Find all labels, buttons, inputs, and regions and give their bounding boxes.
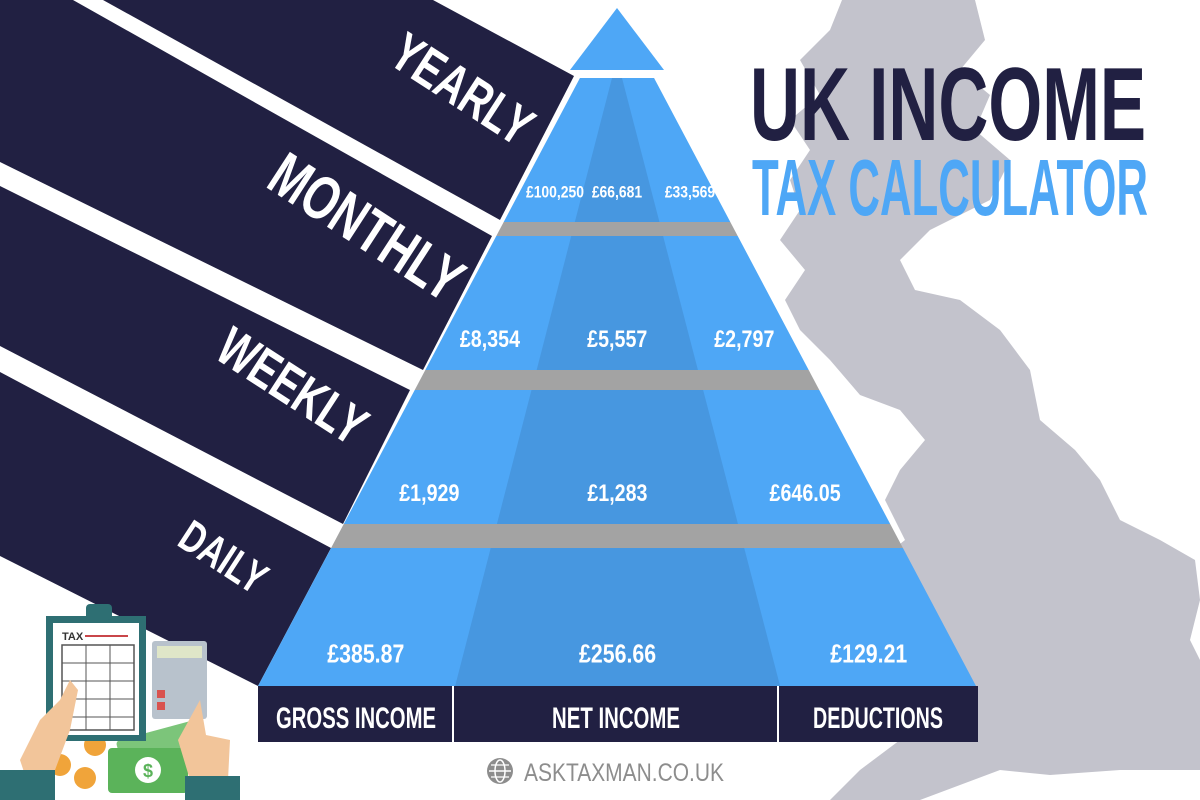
tier-ledge	[496, 222, 738, 236]
uk-map	[780, 0, 1200, 800]
value-deductions-weekly: £646.05	[770, 479, 841, 506]
value-net-daily: £256.66	[579, 640, 656, 670]
value-gross-yearly: £100,250	[526, 183, 584, 202]
tier-net-section	[455, 548, 781, 686]
value-deductions-daily: £129.21	[830, 640, 907, 670]
title-line1: UK INCOME	[750, 47, 1146, 163]
column-header-gross: GROSS INCOME	[276, 702, 436, 735]
value-deductions-yearly: £33,569	[665, 183, 716, 202]
column-header-bar	[258, 686, 978, 742]
pyramid-apex	[570, 8, 664, 70]
band-weekly	[0, 186, 410, 524]
value-gross-daily: £385.87	[327, 640, 404, 670]
svg-text:TAX: TAX	[62, 631, 84, 643]
column-header-deductions: DEDUCTIONS	[813, 702, 943, 735]
tier-net-section	[574, 78, 660, 222]
band-daily	[0, 372, 331, 686]
value-deductions-monthly: £2,797	[714, 325, 774, 352]
value-gross-monthly: £8,354	[460, 325, 521, 352]
tax-illustration: $ TAX	[0, 604, 240, 800]
calculator-icon	[152, 641, 207, 719]
value-net-yearly: £66,681	[592, 183, 643, 202]
value-net-weekly: £1,283	[587, 479, 647, 506]
band-monthly	[0, 0, 492, 370]
globe-icon	[487, 758, 513, 784]
value-net-monthly: £5,557	[587, 325, 647, 352]
hand-icon	[0, 680, 240, 800]
tier-net-section	[536, 236, 698, 370]
website-link[interactable]: ASKTAXMAN.CO.UK	[524, 759, 724, 787]
tier-net-section	[496, 390, 738, 524]
band-yearly	[103, 0, 574, 220]
value-gross-weekly: £1,929	[399, 479, 459, 506]
tier-ledge	[331, 524, 903, 548]
svg-text:$: $	[143, 761, 153, 781]
title-line2: TAX CALCULATOR	[752, 143, 1148, 232]
column-header-net: NET INCOME	[552, 702, 680, 735]
tier-ledge	[414, 370, 820, 390]
